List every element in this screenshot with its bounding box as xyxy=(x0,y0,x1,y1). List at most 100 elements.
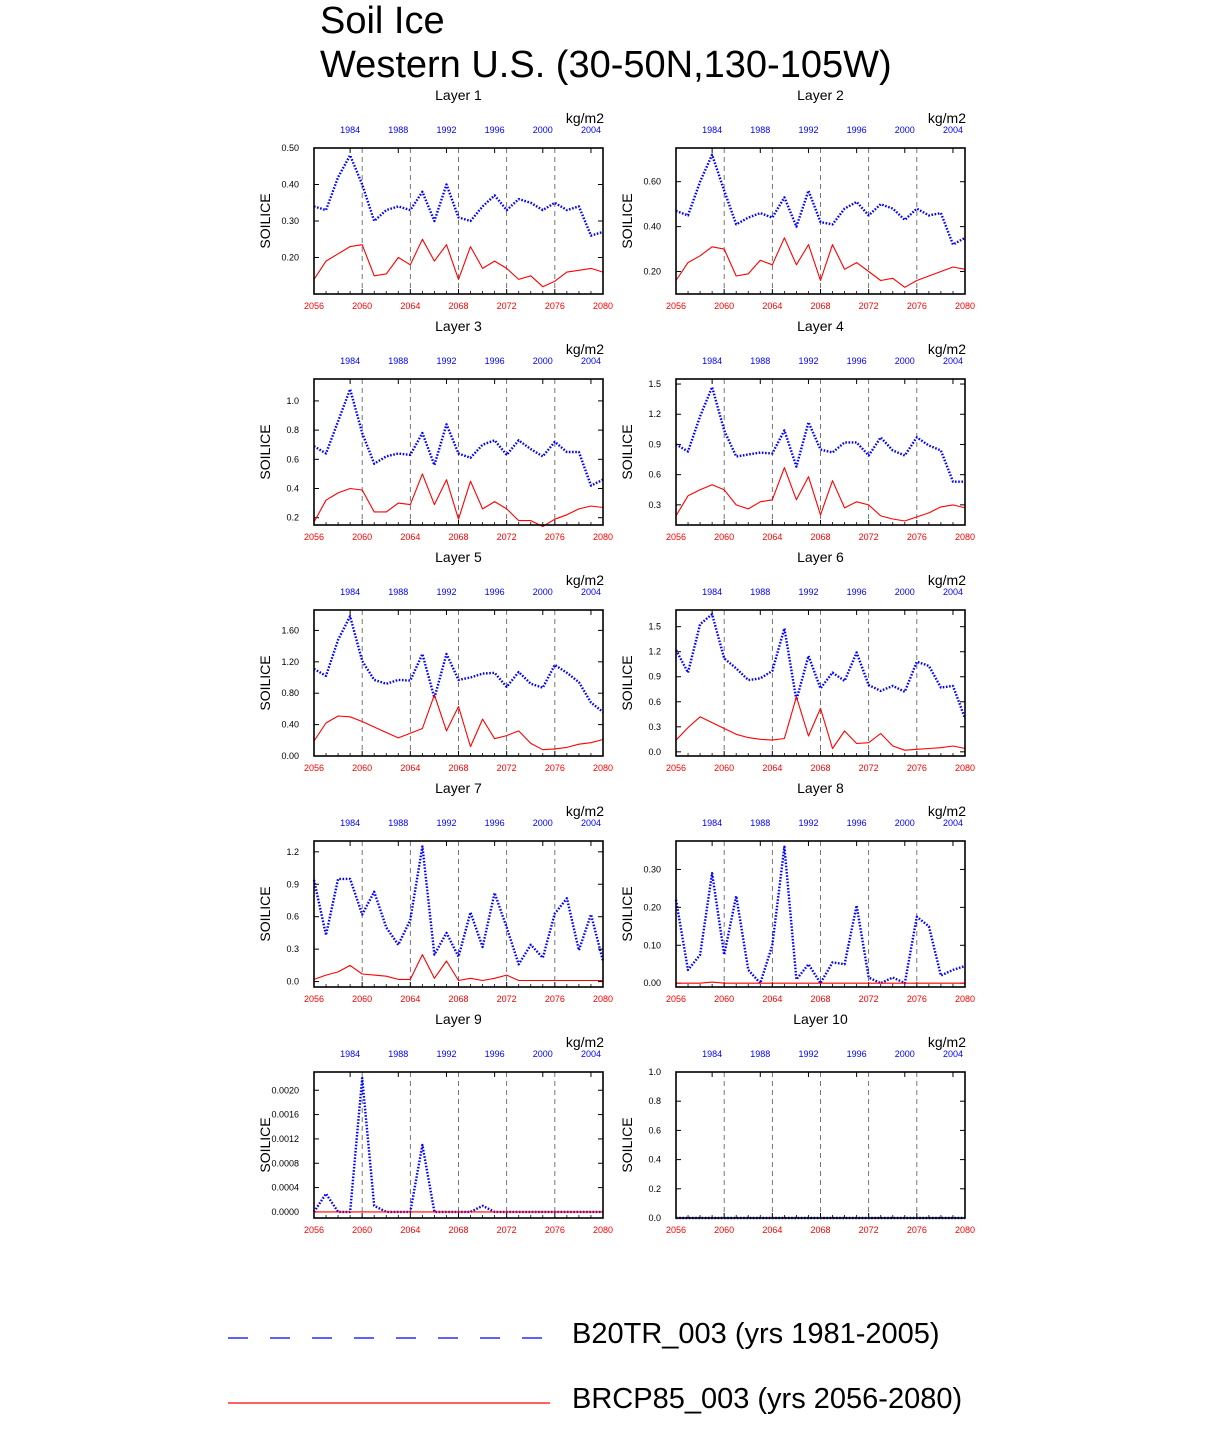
x-tick-label-bottom: 2056 xyxy=(666,994,686,1004)
x-tick-label-top: 2000 xyxy=(895,125,915,135)
x-tick-label-top: 1996 xyxy=(847,587,867,597)
y-tick-label: 1.2 xyxy=(648,409,661,419)
x-tick-label-bottom: 2080 xyxy=(955,532,975,542)
x-tick-label-bottom: 2056 xyxy=(304,994,324,1004)
series-line-historical xyxy=(675,385,965,483)
x-tick-label-top: 1984 xyxy=(702,125,722,135)
units-label: kg/m2 xyxy=(928,110,966,126)
x-tick-label-bottom: 2060 xyxy=(714,532,734,542)
y-tick-label: 0.8 xyxy=(648,1096,661,1106)
x-tick-label-top: 2000 xyxy=(895,818,915,828)
units-label: kg/m2 xyxy=(566,341,604,357)
x-tick-label-top: 2004 xyxy=(943,587,963,597)
y-tick-label: 0.0 xyxy=(286,977,299,987)
x-tick-label-top: 1996 xyxy=(847,1049,867,1059)
y-tick-label: 0.6 xyxy=(648,697,661,707)
legend-solid-line-swatch xyxy=(228,1402,550,1404)
subplot-1: Layer 1 kg/m2 2056 2060 2064 2068 2072 2076 2080… xyxy=(257,87,613,311)
legend-label-future: BRCP85_003 (yrs 2056-2080) xyxy=(572,1383,963,1415)
legend-label-historical: B20TR_003 (yrs 1981-2005) xyxy=(572,1318,940,1350)
x-tick-label-top: 1992 xyxy=(798,818,818,828)
x-tick-label-top: 2004 xyxy=(581,356,601,366)
y-tick-label: 0.6 xyxy=(286,912,299,922)
x-tick-label-top: 2000 xyxy=(895,356,915,366)
y-tick-label: 0.4 xyxy=(286,484,299,494)
x-tick-label-bottom: 2064 xyxy=(762,994,782,1004)
series-line-historical xyxy=(313,388,604,487)
series-line-future xyxy=(675,467,966,522)
series-line-future xyxy=(313,473,604,528)
y-axis-label: SOILICE xyxy=(257,424,273,479)
x-tick-label-top: 1988 xyxy=(750,1049,770,1059)
subplot-title: Layer 7 xyxy=(435,780,482,796)
y-tick-label: 1.2 xyxy=(286,847,299,857)
y-tick-label: 0.40 xyxy=(281,180,299,190)
y-axis-label: SOILICE xyxy=(619,1117,635,1172)
y-tick-label: 0.2 xyxy=(286,513,299,523)
x-tick-label-bottom: 2060 xyxy=(352,763,372,773)
x-tick-label-bottom: 2080 xyxy=(955,763,975,773)
x-tick-label-bottom: 2056 xyxy=(304,532,324,542)
plot-frame xyxy=(675,147,966,295)
y-axis-label: SOILICE xyxy=(619,424,635,479)
x-tick-label-bottom: 2060 xyxy=(714,763,734,773)
plot-frame xyxy=(675,1071,966,1219)
x-tick-label-top: 1984 xyxy=(702,1049,722,1059)
x-tick-label-bottom: 2080 xyxy=(955,1225,975,1235)
x-tick-label-top: 1988 xyxy=(750,356,770,366)
x-tick-label-top: 1992 xyxy=(436,356,456,366)
y-tick-label: 0.40 xyxy=(643,222,661,232)
x-tick-label-bottom: 2076 xyxy=(907,763,927,773)
x-tick-label-top: 1988 xyxy=(750,587,770,597)
x-tick-label-bottom: 2068 xyxy=(810,301,830,311)
x-tick-label-bottom: 2072 xyxy=(859,1225,879,1235)
y-tick-label: 0.0012 xyxy=(271,1134,299,1144)
x-tick-label-top: 1996 xyxy=(847,125,867,135)
series-line-historical xyxy=(675,153,966,246)
x-tick-label-top: 2000 xyxy=(895,587,915,597)
x-tick-label-bottom: 2064 xyxy=(400,532,420,542)
y-tick-label: 0.30 xyxy=(281,216,299,226)
x-tick-label-bottom: 2080 xyxy=(955,994,975,1004)
subplot-title: Layer 3 xyxy=(435,318,482,334)
subplot-10: Layer 10 kg/m2 2056 2060 2064 2068 2072 2076 208… xyxy=(619,1011,975,1235)
x-tick-label-top: 2000 xyxy=(895,1049,915,1059)
x-tick-label-top: 1984 xyxy=(340,1049,360,1059)
y-tick-label: 0.20 xyxy=(281,253,299,263)
x-tick-label-bottom: 2068 xyxy=(810,1225,830,1235)
y-axis-label: SOILICE xyxy=(257,193,273,248)
x-tick-label-top: 1988 xyxy=(388,356,408,366)
y-tick-label: 0.6 xyxy=(648,470,661,480)
x-tick-label-top: 1984 xyxy=(702,356,722,366)
y-tick-label: 0.0 xyxy=(648,1213,661,1223)
series-line-historical xyxy=(313,154,604,237)
x-tick-label-bottom: 2072 xyxy=(497,1225,517,1235)
x-tick-label-top: 1992 xyxy=(436,125,456,135)
y-tick-label: 0.9 xyxy=(648,672,661,682)
x-tick-label-bottom: 2076 xyxy=(545,301,565,311)
legend-dashed-line-swatch xyxy=(228,1337,550,1339)
y-axis-label: SOILICE xyxy=(257,886,273,941)
x-tick-label-bottom: 2056 xyxy=(304,301,324,311)
series-line-future xyxy=(675,696,966,751)
subplot-title: Layer 10 xyxy=(793,1011,848,1027)
y-axis-label: SOILICE xyxy=(257,1117,273,1172)
x-tick-label-bottom: 2072 xyxy=(859,301,879,311)
subplot-title: Layer 8 xyxy=(797,780,844,796)
x-tick-label-bottom: 2056 xyxy=(666,532,686,542)
units-label: kg/m2 xyxy=(928,1034,966,1050)
x-tick-label-bottom: 2072 xyxy=(497,763,517,773)
y-tick-label: 1.0 xyxy=(286,396,299,406)
y-tick-label: 0.0000 xyxy=(271,1207,299,1217)
x-tick-label-bottom: 2064 xyxy=(400,1225,420,1235)
series-line-future xyxy=(676,981,965,984)
x-tick-label-bottom: 2076 xyxy=(907,994,927,1004)
y-tick-label: 0.80 xyxy=(281,688,299,698)
x-tick-label-top: 1996 xyxy=(485,1049,505,1059)
x-tick-label-bottom: 2080 xyxy=(593,994,613,1004)
units-label: kg/m2 xyxy=(566,572,604,588)
x-tick-label-bottom: 2072 xyxy=(859,994,879,1004)
x-tick-label-bottom: 2068 xyxy=(448,763,468,773)
chart-grid: Layer 1 kg/m2 2056 2060 2064 2068 2072 2076 2080… xyxy=(257,87,975,1235)
x-tick-label-bottom: 2076 xyxy=(907,532,927,542)
